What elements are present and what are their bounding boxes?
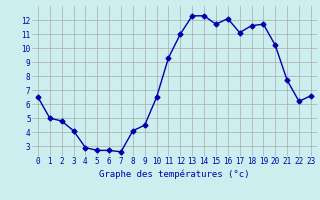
X-axis label: Graphe des températures (°c): Graphe des températures (°c) <box>99 169 250 179</box>
